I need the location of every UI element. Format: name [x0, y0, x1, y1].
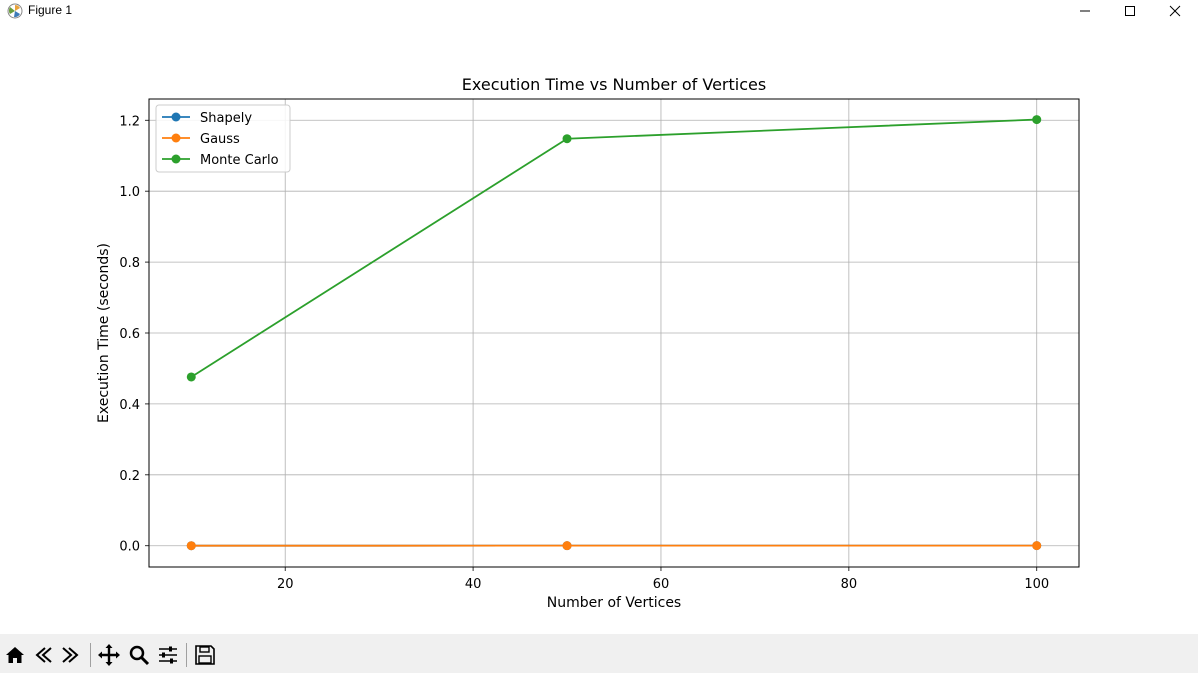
chart-title: Execution Time vs Number of Vertices — [462, 75, 766, 94]
data-point-gauss — [186, 541, 196, 551]
home-icon — [6, 647, 24, 663]
y-tick-label: 1.2 — [119, 114, 140, 129]
data-point-monte-carlo — [1032, 115, 1042, 125]
forward-arrow-icon — [62, 647, 79, 663]
window-title: Figure 1 — [28, 3, 73, 17]
save-icon — [195, 645, 215, 665]
save-button[interactable] — [192, 642, 218, 668]
legend-frame — [155, 104, 291, 173]
legend-marker-gauss — [171, 133, 181, 143]
zoom-icon — [129, 645, 150, 666]
configure-subplots-button[interactable] — [155, 642, 181, 668]
pan-button[interactable] — [96, 642, 122, 668]
maximize-icon — [1125, 6, 1135, 16]
x-tick-label: 100 — [1024, 577, 1049, 592]
toolbar-separator — [186, 643, 187, 667]
close-icon — [1169, 5, 1181, 17]
home-button[interactable] — [2, 642, 28, 668]
y-tick-label: 0.2 — [119, 469, 140, 484]
x-tick-label: 60 — [653, 577, 670, 592]
x-axis-label: Number of Vertices — [547, 595, 681, 611]
series-layer — [186, 115, 1042, 551]
data-point-monte-carlo — [186, 372, 196, 382]
y-tick-label: 0.0 — [119, 540, 140, 555]
y-tick-label: 1.0 — [119, 185, 140, 200]
data-point-monte-carlo — [562, 134, 572, 144]
series-line-monte-carlo — [190, 118, 1037, 378]
close-button[interactable] — [1152, 0, 1198, 22]
data-point-gauss — [562, 541, 572, 551]
back-arrow-icon — [35, 647, 52, 663]
zoom-button[interactable] — [126, 642, 152, 668]
tick-layer: 20 40 60 80 100 0.0 0.2 0.4 0.6 0.8 1.0 1.2 — [119, 114, 1049, 592]
x-tick-label: 20 — [277, 577, 294, 592]
matplotlib-logo-icon — [7, 3, 23, 19]
x-tick-label: 80 — [841, 577, 858, 592]
legend-label-gauss: Gauss — [200, 132, 240, 147]
configure-subplots-icon — [159, 646, 177, 664]
y-tick-label: 0.6 — [119, 327, 140, 342]
legend-label-monte-carlo: Monte Carlo — [200, 153, 279, 168]
minimize-icon — [1080, 10, 1090, 12]
maximize-button[interactable] — [1107, 0, 1153, 22]
minimize-button[interactable] — [1062, 0, 1108, 22]
toolbar-separator — [90, 643, 91, 667]
figure-canvas[interactable]: 20 40 60 80 100 0.0 0.2 0.4 0.6 0.8 1.0 1.2 Executi… — [0, 22, 1198, 634]
y-tick-label: 0.4 — [119, 398, 140, 413]
x-tick-label: 40 — [465, 577, 482, 592]
back-button[interactable] — [30, 642, 56, 668]
navigation-toolbar — [0, 634, 1198, 673]
y-tick-label: 0.8 — [119, 256, 140, 271]
legend: Shapely Gauss Monte Carlo — [155, 104, 291, 173]
forward-button[interactable] — [58, 642, 84, 668]
legend-marker-monte-carlo — [171, 154, 181, 164]
window-titlebar: Figure 1 — [0, 0, 1198, 22]
y-axis-label: Execution Time (seconds) — [96, 243, 112, 423]
legend-marker-shapely — [171, 112, 181, 122]
pan-icon — [98, 644, 120, 666]
line-chart: 20 40 60 80 100 0.0 0.2 0.4 0.6 0.8 1.0 1.2 Executi… — [96, 75, 1080, 611]
data-point-gauss — [1032, 541, 1042, 551]
legend-label-shapely: Shapely — [200, 111, 252, 126]
